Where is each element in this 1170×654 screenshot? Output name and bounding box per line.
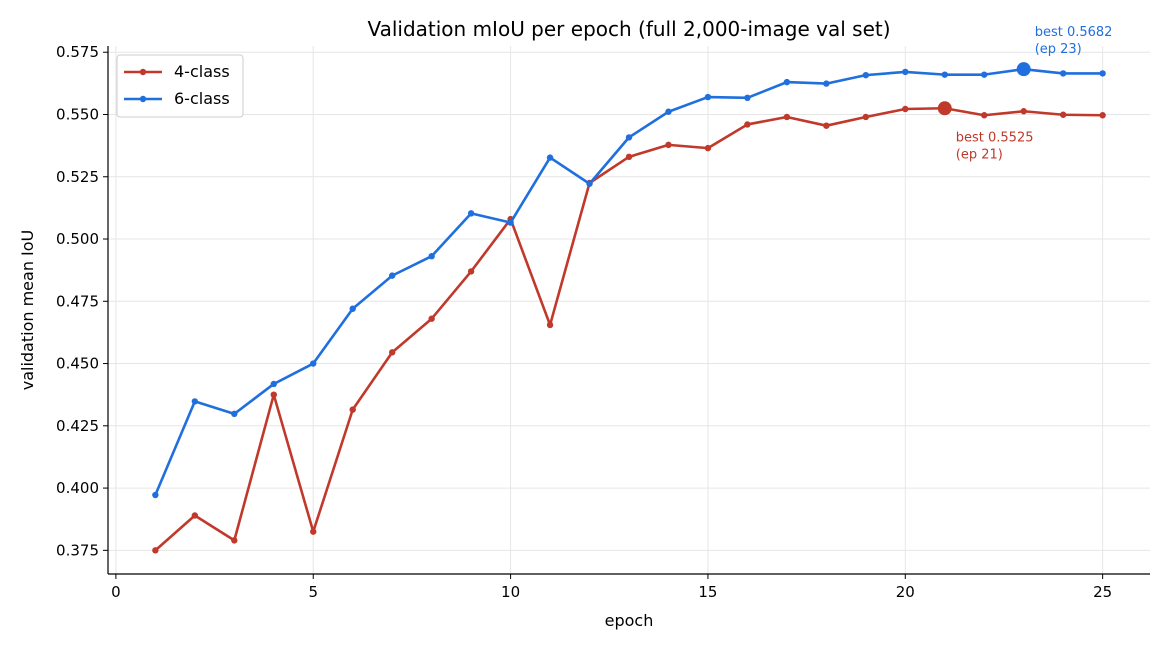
- y-axis-label: validation mean IoU: [18, 230, 37, 391]
- y-tick-label: 0.375: [56, 541, 99, 559]
- data-point: [231, 537, 238, 544]
- y-tick-label: 0.450: [56, 355, 99, 373]
- legend-box: [116, 54, 244, 118]
- data-point: [981, 112, 988, 119]
- series-4-class: [152, 105, 1106, 554]
- data-point: [467, 210, 475, 217]
- data-point: [152, 547, 159, 554]
- chart-title: Validation mIoU per epoch (full 2,000-im…: [367, 17, 890, 41]
- data-point: [665, 141, 672, 149]
- y-tick-label: 0.575: [56, 43, 99, 61]
- data-point: [546, 321, 554, 329]
- data-point: [704, 144, 712, 152]
- data-point: [152, 491, 159, 499]
- data-point: [862, 113, 870, 121]
- data-point: [1099, 112, 1106, 119]
- data-point: [349, 305, 356, 312]
- data-point: [823, 80, 830, 87]
- data-point: [1059, 111, 1067, 118]
- data-point: [586, 180, 593, 187]
- y-tick-label: 0.550: [56, 105, 99, 123]
- y-tick-label: 0.425: [56, 417, 99, 435]
- series-line: [154, 106, 1103, 552]
- data-point: [507, 219, 514, 226]
- best-annotation-value: best 0.5682: [1035, 25, 1113, 40]
- y-ticks: 0.375 0.400 0.425 0.450 0.475 0.500 0.525 0.550…: [56, 43, 108, 559]
- data-point: [428, 315, 435, 322]
- x-tick-label: 10: [501, 583, 520, 601]
- legend-entries: 4-class 6-class: [124, 62, 230, 108]
- best-marker: [937, 101, 952, 116]
- y-tick-label: 0.500: [56, 230, 99, 248]
- x-tick-label: 20: [896, 583, 915, 601]
- x-tick-label: 0: [111, 583, 121, 601]
- data-point: [310, 360, 317, 367]
- data-point: [349, 406, 356, 413]
- data-point: [744, 121, 751, 128]
- data-point: [783, 113, 791, 121]
- data-point: [231, 410, 238, 418]
- data-point: [902, 105, 909, 113]
- data-point: [902, 68, 909, 76]
- data-point: [191, 398, 199, 405]
- data-point: [388, 349, 396, 356]
- axes: [107, 46, 1150, 575]
- data-point: [191, 512, 199, 519]
- legend-swatch-marker: [139, 68, 147, 76]
- y-tick-label: 0.400: [56, 479, 99, 497]
- data-point: [941, 71, 948, 78]
- best-marker: [1016, 62, 1031, 77]
- best-annotation-epoch: (ep 23): [1035, 42, 1082, 57]
- data-point: [625, 153, 633, 161]
- legend-swatch-marker: [139, 95, 147, 103]
- data-point: [625, 134, 633, 141]
- data-point: [823, 122, 830, 129]
- y-tick-label: 0.525: [56, 168, 99, 186]
- y-tick-label: 0.475: [56, 292, 99, 310]
- data-point: [428, 253, 435, 260]
- data-point: [744, 94, 751, 102]
- data-point: [270, 391, 277, 398]
- data-point: [704, 93, 712, 101]
- grid-lines: [108, 46, 1150, 574]
- data-point: [310, 528, 317, 535]
- best-markers: best 0.5525 (ep 21) best 0.5682 (ep 23): [937, 25, 1113, 162]
- data-point: [862, 71, 870, 79]
- data-point: [546, 154, 554, 161]
- data-point: [1020, 108, 1027, 115]
- legend-label: 4-class: [174, 62, 230, 81]
- x-axis-label: epoch: [605, 611, 654, 630]
- data-point: [981, 71, 988, 78]
- best-annotation-value: best 0.5525: [956, 130, 1034, 145]
- data-point: [388, 272, 396, 279]
- data-point: [270, 380, 277, 388]
- legend: 4-class 6-class: [116, 54, 244, 118]
- x-tick-label: 25: [1093, 583, 1112, 601]
- data-point: [1099, 70, 1106, 77]
- x-tick-label: 15: [698, 583, 717, 601]
- x-tick-label: 5: [308, 583, 318, 601]
- data-point: [783, 78, 791, 86]
- data-point: [665, 108, 672, 115]
- series-6-class: [152, 65, 1106, 499]
- best-annotation-epoch: (ep 21): [956, 147, 1003, 162]
- data-point: [467, 268, 475, 275]
- x-ticks: 0 5 10 15 20 25: [111, 574, 1112, 601]
- data-point: [1059, 70, 1067, 77]
- legend-label: 6-class: [174, 89, 230, 108]
